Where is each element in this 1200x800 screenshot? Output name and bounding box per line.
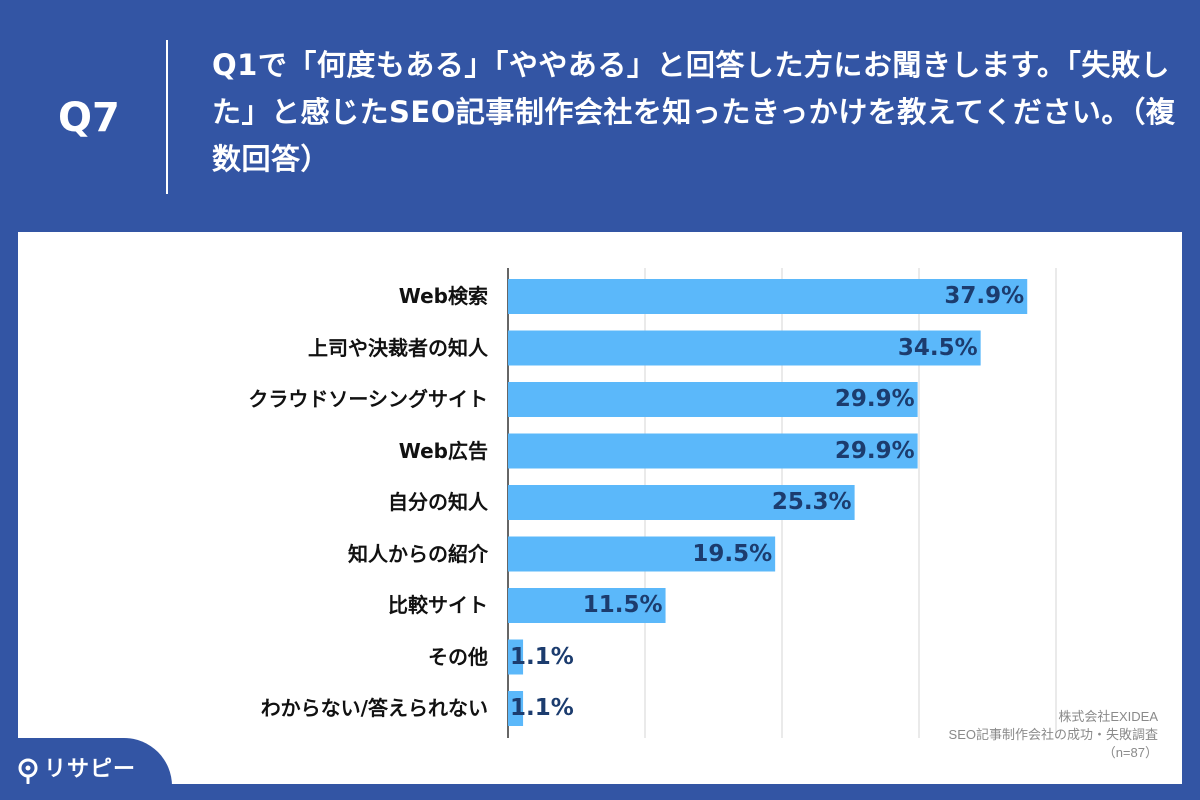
question-number: Q7 bbox=[58, 95, 120, 141]
location-pin-icon bbox=[18, 758, 38, 784]
brand-tab: リサピー bbox=[0, 738, 172, 800]
bar bbox=[508, 588, 666, 623]
category-label: 自分の知人 bbox=[388, 490, 488, 514]
bar bbox=[508, 279, 1028, 314]
category-label: Web検索 bbox=[398, 284, 488, 308]
value-label: 19.5% bbox=[692, 540, 773, 567]
source-note: 株式会社EXIDEA SEO記事制作会社の成功・失敗調査 （n=87） bbox=[949, 708, 1158, 762]
source-survey: SEO記事制作会社の成功・失敗調査 bbox=[948, 727, 1158, 742]
value-label: 1.1% bbox=[510, 695, 574, 721]
category-label: Web広告 bbox=[398, 438, 488, 463]
category-label: 上司や決裁者の知人 bbox=[308, 335, 488, 360]
category-label: その他 bbox=[428, 644, 488, 669]
category-label: クラウドソーシングサイト bbox=[248, 387, 488, 411]
source-sample: （n=87） bbox=[1102, 745, 1158, 760]
value-label: 1.1% bbox=[510, 643, 574, 670]
bar bbox=[508, 382, 918, 417]
value-label: 11.5% bbox=[582, 592, 663, 618]
category-label: 比較サイト bbox=[388, 593, 488, 617]
question-text: Q1で「何度もある」「ややある」と回答した方にお聞きします。「失敗した」と感じた… bbox=[212, 48, 1176, 176]
bar bbox=[508, 485, 855, 520]
header-divider bbox=[166, 40, 168, 194]
bar bbox=[508, 691, 524, 726]
category-label: わからない/答えられない bbox=[260, 696, 488, 720]
value-label: 34.5% bbox=[897, 334, 978, 361]
bar bbox=[508, 536, 776, 572]
bar bbox=[508, 639, 524, 675]
value-label: 37.9% bbox=[944, 283, 1025, 309]
bar bbox=[508, 433, 918, 469]
category-label: 知人からの紹介 bbox=[348, 541, 488, 566]
source-company: 株式会社EXIDEA bbox=[1058, 709, 1158, 724]
value-label: 29.9% bbox=[834, 437, 915, 464]
value-label: 25.3% bbox=[771, 489, 852, 515]
bar bbox=[508, 330, 981, 366]
brand-logo-text: リサピー bbox=[44, 757, 137, 782]
value-label: 29.9% bbox=[834, 386, 915, 412]
